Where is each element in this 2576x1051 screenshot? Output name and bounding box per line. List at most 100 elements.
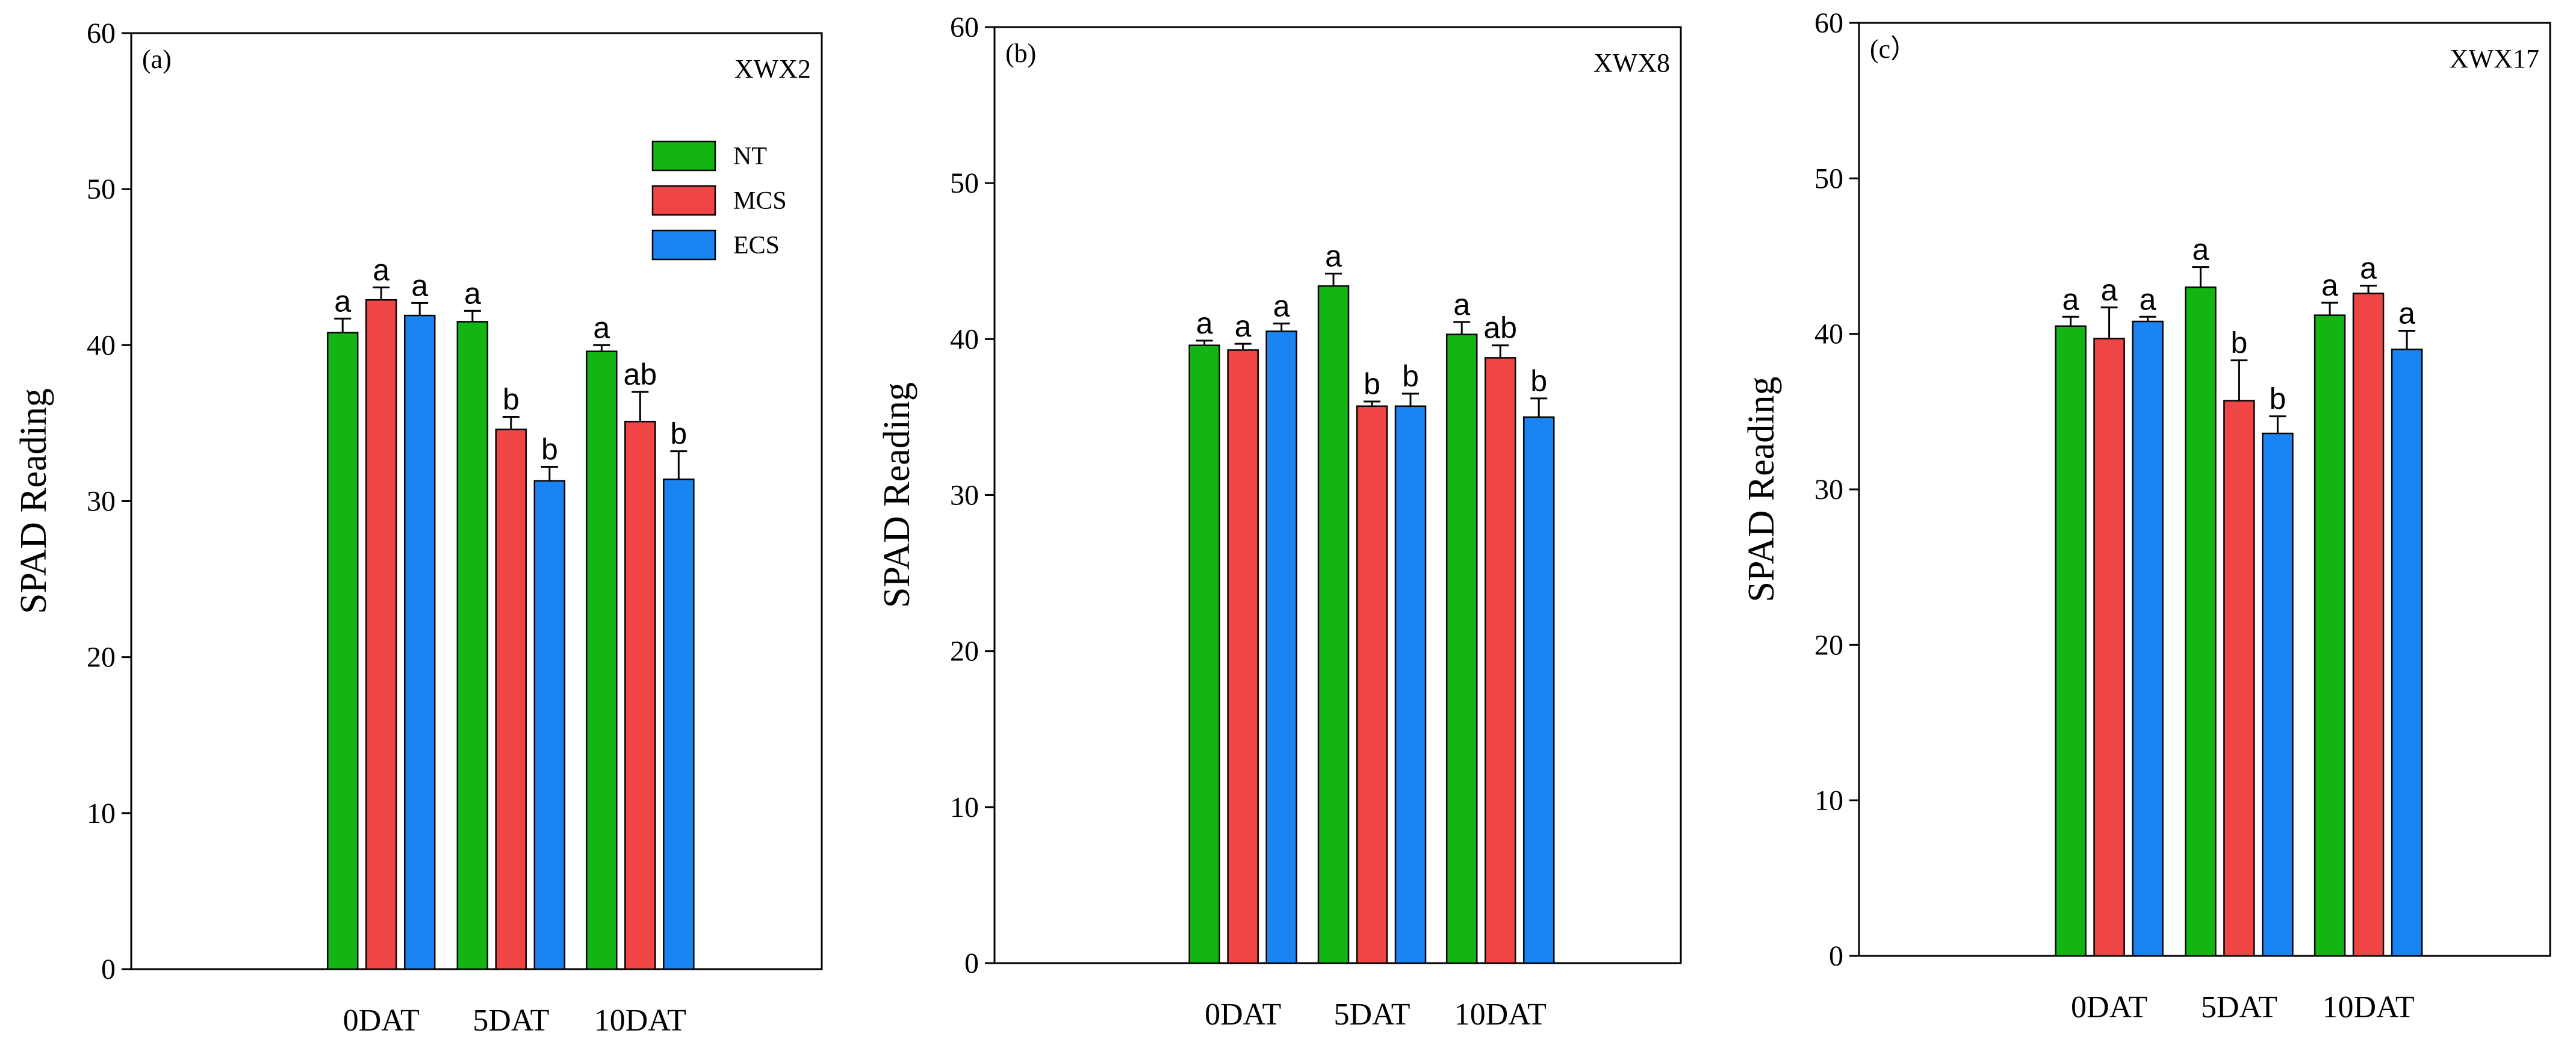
significance-letter: a [411, 268, 428, 302]
bar-mcs-10dat [624, 421, 656, 970]
significance-letter: a [2321, 268, 2338, 302]
significance-letter: b [1530, 364, 1547, 398]
y-tick-label: 20 [950, 636, 979, 668]
bar-ecs-5dat [533, 480, 566, 970]
bar-mcs-10dat [2352, 293, 2385, 957]
bar-mcs-0dat [2093, 338, 2125, 957]
significance-letter: b [670, 417, 687, 451]
significance-letter: a [2101, 273, 2118, 307]
y-tick-label: 50 [950, 167, 979, 199]
y-tick-label: 0 [964, 947, 979, 979]
y-tick-label: 0 [101, 953, 116, 985]
significance-letter: b [1402, 359, 1419, 393]
legend-swatch [651, 140, 716, 172]
significance-letter: a [1196, 306, 1213, 340]
panel-label: (a) [142, 45, 172, 74]
bar-mcs-0dat [1227, 349, 1259, 964]
legend-swatch [651, 185, 716, 216]
significance-letter: a [1273, 289, 1290, 323]
bar-ecs-10dat [663, 478, 695, 970]
x-tick-label: 5DAT [473, 1003, 549, 1038]
significance-letter: b [2230, 326, 2247, 360]
y-tick-label: 50 [87, 173, 116, 205]
y-tick-label: 30 [950, 480, 979, 512]
x-tick-label: 5DAT [1333, 997, 1410, 1032]
x-tick-label: 10DAT [1454, 997, 1547, 1032]
y-tick-label: 40 [950, 323, 979, 355]
significance-letter: ab [1483, 311, 1517, 345]
significance-letter: b [541, 432, 558, 466]
significance-letter: a [2140, 282, 2156, 316]
y-axis-label: SPAD Reading [13, 388, 54, 614]
x-tick-label: 10DAT [2323, 990, 2415, 1025]
significance-letter: a [593, 311, 610, 344]
x-tick-label: 0DAT [343, 1003, 420, 1038]
chart-title: XWX2 [734, 54, 811, 84]
chart-title: XWX8 [1594, 48, 1670, 78]
y-tick-label: 0 [1829, 940, 1843, 972]
panel-label: (b) [1005, 39, 1036, 68]
significance-letter: b [2269, 382, 2286, 416]
bar-mcs-5dat [2223, 400, 2255, 957]
y-axis-label: SPAD Reading [1741, 377, 1782, 603]
x-tick-label: 0DAT [1205, 997, 1281, 1032]
y-tick-label: 40 [87, 329, 116, 361]
bar-nt-5dat [2185, 286, 2217, 957]
panel-label: (c） [1870, 34, 1917, 64]
x-tick-label: 10DAT [594, 1003, 686, 1038]
bar-ecs-5dat [2262, 432, 2294, 957]
bar-ecs-0dat [403, 314, 436, 970]
bar-nt-10dat [1445, 333, 1478, 964]
bar-ecs-0dat [2132, 320, 2164, 957]
bar-nt-0dat [2055, 325, 2087, 957]
chart-title: XWX17 [2450, 44, 2539, 73]
bar-nt-0dat [1188, 344, 1220, 964]
bar-nt-10dat [2314, 314, 2346, 957]
legend-swatch [651, 229, 716, 261]
legend-label: ECS [733, 232, 780, 259]
significance-letter: a [2360, 252, 2377, 285]
bar-ecs-0dat [1265, 330, 1297, 964]
bar-ecs-10dat [1522, 416, 1555, 964]
x-tick-label: 0DAT [2071, 990, 2147, 1025]
y-tick-label: 30 [1814, 474, 1843, 506]
significance-letter: a [334, 284, 351, 318]
legend-label: MCS [733, 187, 787, 215]
significance-letter: a [464, 276, 481, 310]
y-tick-label: 20 [87, 642, 116, 674]
y-axis-label: SPAD Reading [877, 382, 917, 608]
bar-nt-10dat [586, 350, 618, 970]
legend-label: NT [733, 143, 767, 170]
y-tick-label: 60 [87, 17, 116, 49]
bar-nt-5dat [1317, 285, 1350, 964]
y-tick-label: 10 [87, 798, 116, 829]
bar-mcs-5dat [1356, 405, 1388, 964]
significance-letter: a [373, 253, 390, 287]
significance-letter: a [1453, 288, 1470, 321]
y-tick-label: 50 [1814, 163, 1843, 194]
y-tick-label: 60 [1814, 7, 1843, 39]
significance-letter: b [503, 383, 520, 417]
y-tick-label: 60 [950, 11, 979, 43]
y-tick-label: 10 [1814, 785, 1843, 817]
significance-letter: a [2192, 233, 2209, 267]
significance-letter: a [1235, 309, 1252, 343]
significance-letter: a [2398, 297, 2415, 330]
bar-ecs-5dat [1394, 405, 1427, 964]
bar-nt-5dat [456, 321, 489, 970]
significance-letter: ab [624, 358, 657, 391]
bar-mcs-5dat [495, 429, 527, 970]
bar-nt-0dat [326, 332, 359, 970]
bar-mcs-10dat [1484, 357, 1516, 964]
x-tick-label: 5DAT [2201, 990, 2277, 1025]
significance-letter: a [2062, 282, 2079, 316]
y-tick-label: 40 [1814, 318, 1843, 350]
y-tick-label: 20 [1814, 629, 1843, 661]
bar-mcs-0dat [365, 299, 397, 970]
significance-letter: b [1364, 367, 1380, 401]
bar-ecs-10dat [2391, 349, 2423, 957]
